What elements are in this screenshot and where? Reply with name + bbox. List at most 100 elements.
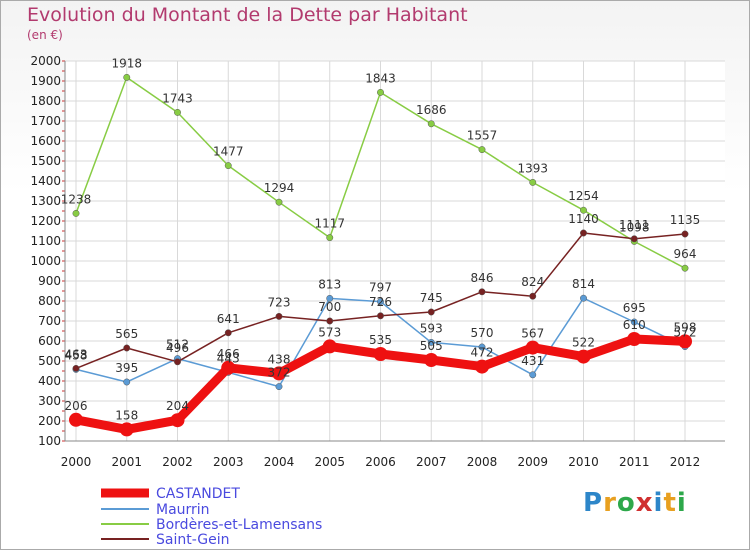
x-tick-label: 2005 <box>314 455 345 469</box>
data-label: 204 <box>166 399 189 413</box>
data-point <box>174 358 181 366</box>
y-tick-label: 300 <box>38 394 61 408</box>
data-point <box>123 378 131 386</box>
proxiti-logo: Proxiti <box>583 488 687 518</box>
data-label: 1557 <box>467 129 498 143</box>
y-tick-label: 1300 <box>30 194 61 208</box>
y-tick-label: 1600 <box>30 134 61 148</box>
logo-letter: r <box>603 488 617 518</box>
x-tick-label: 2009 <box>517 455 548 469</box>
x-tick-label: 2012 <box>670 455 701 469</box>
data-label: 1238 <box>61 192 92 206</box>
data-point <box>627 332 642 346</box>
data-point <box>174 108 181 116</box>
data-label: 641 <box>217 312 240 326</box>
data-label: 1111 <box>619 218 650 232</box>
y-tick-label: 600 <box>38 334 61 348</box>
data-label: 1294 <box>264 181 295 195</box>
data-point <box>630 318 638 326</box>
data-label: 745 <box>420 291 443 305</box>
data-label: 443 <box>217 351 240 365</box>
data-label: 512 <box>166 338 189 352</box>
data-point <box>678 334 692 349</box>
data-label: 1098 <box>619 220 650 234</box>
legend-label: Maurrin <box>156 502 210 518</box>
data-label: 206 <box>65 399 88 413</box>
y-tick-label: 1500 <box>30 154 61 168</box>
data-label: 723 <box>268 295 291 309</box>
data-point <box>427 308 435 316</box>
logo-letter: P <box>583 488 604 518</box>
logo-letter: o <box>616 488 636 518</box>
data-label: 1743 <box>162 91 193 105</box>
data-label: 395 <box>115 361 138 375</box>
data-label: 1117 <box>314 217 345 231</box>
data-point <box>322 339 337 354</box>
logo-letter: i <box>676 488 687 518</box>
data-point <box>170 413 185 428</box>
data-point <box>576 349 591 364</box>
data-label: 463 <box>65 347 88 361</box>
data-point <box>681 230 689 238</box>
data-point <box>529 371 537 379</box>
y-tick-label: 500 <box>38 354 61 368</box>
data-point <box>326 234 334 242</box>
data-label: 1686 <box>416 103 447 117</box>
data-label: 797 <box>369 281 392 295</box>
data-label: 846 <box>471 271 494 285</box>
x-tick-label: 2006 <box>365 455 396 469</box>
x-tick-label: 2003 <box>213 455 244 469</box>
data-point <box>525 340 540 355</box>
data-label: 1135 <box>670 213 701 227</box>
data-point <box>123 73 131 81</box>
data-label: 496 <box>166 341 189 355</box>
data-label: 573 <box>318 325 341 339</box>
data-point <box>630 235 638 243</box>
x-tick-label: 2000 <box>61 455 92 469</box>
data-point <box>275 312 283 320</box>
data-point <box>580 206 587 214</box>
y-tick-label: 900 <box>38 274 61 288</box>
data-label: 824 <box>521 275 544 289</box>
data-point <box>478 146 486 154</box>
data-label: 466 <box>217 347 240 361</box>
data-point <box>478 343 486 351</box>
data-point <box>123 344 131 352</box>
legend-label: CASTANDET <box>156 486 240 502</box>
legend-label: Saint-Gein <box>156 532 230 548</box>
data-point <box>580 229 587 237</box>
y-tick-label: 1000 <box>30 254 61 268</box>
data-label: 522 <box>572 336 595 350</box>
x-tick-label: 2008 <box>467 455 498 469</box>
data-point <box>119 422 134 437</box>
data-point <box>475 359 489 374</box>
legend-label: Bordères-et-Lamensans <box>156 517 322 533</box>
data-point <box>326 294 334 302</box>
x-tick-label: 2001 <box>111 455 142 469</box>
y-tick-label: 700 <box>38 314 61 328</box>
data-label: 964 <box>674 247 697 261</box>
data-point <box>377 298 384 306</box>
y-tick-label: 1900 <box>30 74 61 88</box>
data-label: 1393 <box>517 161 548 175</box>
y-tick-label: 1800 <box>30 94 61 108</box>
y-tick-label: 400 <box>38 374 61 388</box>
y-tick-label: 1100 <box>30 234 61 248</box>
data-label: 572 <box>674 326 697 340</box>
data-label: 372 <box>268 366 291 380</box>
data-point <box>424 353 439 367</box>
data-label: 505 <box>420 339 443 353</box>
logo-letter: t <box>663 488 677 518</box>
logo-letter: i <box>653 488 664 518</box>
data-point <box>373 347 388 361</box>
data-point <box>427 120 435 128</box>
data-label: 570 <box>471 326 494 340</box>
data-label: 726 <box>369 295 392 309</box>
data-label: 567 <box>521 327 544 341</box>
data-point <box>377 312 384 320</box>
x-tick-label: 2002 <box>162 455 193 469</box>
data-point <box>275 383 283 391</box>
data-label: 431 <box>521 354 544 368</box>
